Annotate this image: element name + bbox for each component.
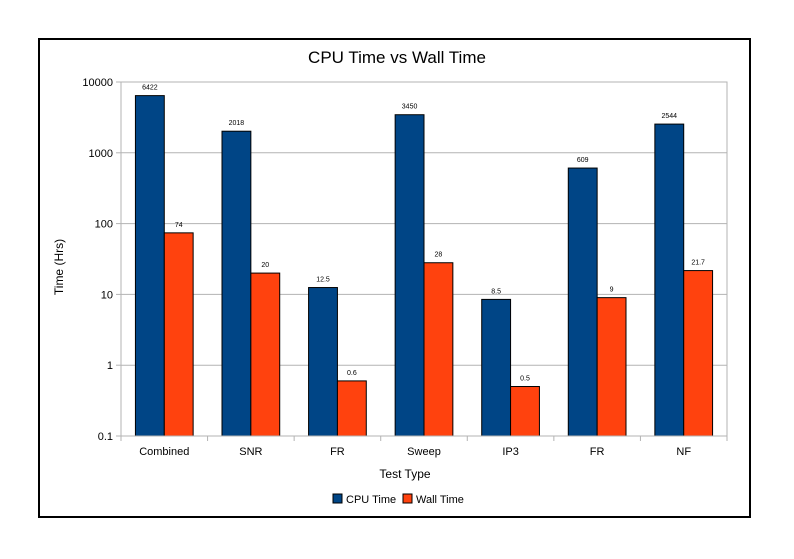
cpu-time-bar xyxy=(394,114,425,437)
cpu-time-bar xyxy=(654,123,685,437)
wall-time-bar xyxy=(163,232,194,437)
data-label: 609 xyxy=(577,157,589,164)
y-tick-label: 1000 xyxy=(89,148,113,160)
bars: 6422 74 2018 20 12.5 0.6 3450 28 8.5 0.5 609 9 2544 2… xyxy=(134,85,714,437)
data-label: 6422 xyxy=(142,85,158,92)
wall-time-bar xyxy=(510,386,540,437)
x-tick-label: FR xyxy=(590,446,605,458)
plot-area-border xyxy=(120,81,728,437)
axes: 0.1 1 10 100 1000 10000 Combined SNR FR Sweep IP3 F… xyxy=(82,77,728,458)
data-label: 20 xyxy=(261,262,269,269)
cpu-time-bar xyxy=(481,298,512,437)
x-tick-label: NF xyxy=(676,446,691,458)
wall-time-bar xyxy=(596,297,627,437)
y-tick-label: 10 xyxy=(101,289,113,301)
cpu-time-bar xyxy=(134,95,165,437)
data-label: 12.5 xyxy=(316,277,330,284)
data-label: 2544 xyxy=(661,113,677,120)
legend-swatch-cpu-time xyxy=(332,493,343,504)
y-tick-label: 0.1 xyxy=(98,431,113,443)
wall-time-bar xyxy=(250,272,281,437)
data-label: 74 xyxy=(175,222,183,229)
data-label: 3450 xyxy=(402,104,418,111)
data-label: 0.6 xyxy=(347,370,357,377)
x-tick-label: Combined xyxy=(139,446,189,458)
x-tick-label: FR xyxy=(330,446,345,458)
y-axis-title: Time (Hrs) xyxy=(52,239,66,295)
x-tick-label: Sweep xyxy=(407,446,441,458)
cpu-time-bar xyxy=(308,287,338,437)
data-label: 28 xyxy=(435,252,443,259)
y-tick-label: 100 xyxy=(95,219,113,231)
x-tick-label: IP3 xyxy=(502,446,519,458)
legend: CPU Time Wall Time xyxy=(332,493,464,506)
x-axis-title: Test Type xyxy=(379,467,430,481)
legend-label-wall-time: Wall Time xyxy=(416,494,464,506)
y-tick-label: 10000 xyxy=(82,77,113,89)
wall-time-bar xyxy=(683,270,714,437)
cpu-time-bar xyxy=(567,167,598,437)
chart-title: CPU Time vs Wall Time xyxy=(308,48,486,67)
wall-time-bar xyxy=(423,262,454,437)
data-label: 8.5 xyxy=(491,288,501,295)
data-label: 9 xyxy=(610,287,614,294)
wall-time-bar xyxy=(336,380,367,437)
x-tick-label: SNR xyxy=(239,446,262,458)
data-label: 2018 xyxy=(229,120,245,127)
legend-label-cpu-time: CPU Time xyxy=(346,494,396,506)
legend-swatch-wall-time xyxy=(402,493,413,504)
y-tick-label: 1 xyxy=(107,360,113,372)
cpu-time-bar xyxy=(221,130,252,437)
data-label: 0.5 xyxy=(520,376,530,383)
data-label: 21.7 xyxy=(691,260,705,267)
